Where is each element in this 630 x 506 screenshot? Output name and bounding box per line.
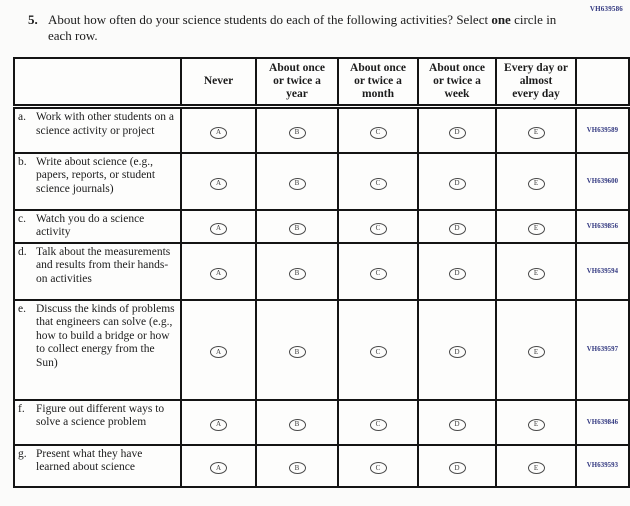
answer-circle-everyday[interactable]: E bbox=[527, 462, 545, 474]
item-code: VH639846 bbox=[575, 398, 630, 446]
answer-circle-week[interactable]: D bbox=[448, 177, 466, 190]
answer-circle-everyday[interactable]: E bbox=[527, 126, 545, 139]
answer-circle-week[interactable]: D bbox=[448, 346, 466, 358]
question-number: 5. bbox=[28, 12, 38, 27]
answer-circle-never[interactable]: A bbox=[210, 346, 227, 358]
answer-circle-year[interactable]: B bbox=[288, 222, 306, 235]
header-once-twice-month: About once or twice a month bbox=[337, 57, 419, 109]
table-row-f: f. Figure out different ways to solve a s… bbox=[13, 398, 630, 446]
answer-circle-everyday[interactable]: E bbox=[527, 418, 545, 431]
answer-circle-week[interactable]: D bbox=[448, 222, 466, 235]
item-code: VH639594 bbox=[575, 241, 630, 301]
answer-circle-never[interactable]: A bbox=[210, 126, 227, 139]
answer-circle-year[interactable]: B bbox=[288, 177, 306, 190]
answer-circle-week[interactable]: D bbox=[448, 418, 466, 431]
answer-circle-year[interactable]: B bbox=[288, 267, 306, 280]
question: 5. About how often do your science stude… bbox=[28, 12, 568, 43]
answer-circle-everyday[interactable]: E bbox=[527, 267, 545, 280]
answer-circle-month[interactable]: C bbox=[369, 346, 387, 358]
header-code-blank bbox=[575, 57, 630, 109]
answer-circle-month[interactable]: C bbox=[369, 126, 387, 139]
table-row-e: e. Discuss the kinds of problems that eng… bbox=[13, 298, 630, 401]
item-letter: d. bbox=[18, 245, 27, 258]
question-bold-word: one bbox=[491, 12, 511, 27]
item-code: VH639589 bbox=[575, 105, 630, 154]
answer-circle-never[interactable]: A bbox=[210, 418, 227, 431]
item-text: Present what they have learned about sci… bbox=[36, 447, 143, 474]
answer-circle-year[interactable]: B bbox=[288, 346, 306, 358]
answer-circle-week[interactable]: D bbox=[448, 126, 466, 139]
answer-circle-week[interactable]: D bbox=[448, 267, 466, 280]
answer-circle-everyday[interactable]: E bbox=[527, 177, 545, 190]
answer-circle-week[interactable]: D bbox=[448, 462, 466, 474]
item-text: Work with other students on a science ac… bbox=[36, 111, 175, 137]
answer-circle-month[interactable]: C bbox=[369, 462, 387, 474]
answer-circle-year[interactable]: B bbox=[288, 462, 306, 474]
header-once-twice-week: About once or twice a week bbox=[417, 57, 497, 109]
item-letter: b. bbox=[18, 155, 27, 168]
item-text: Write about science (e.g., papers, repor… bbox=[36, 155, 156, 195]
header-once-twice-year: About once or twice a year bbox=[255, 57, 339, 109]
item-text: Talk about the measurements and results … bbox=[36, 245, 171, 285]
item-letter: c. bbox=[18, 212, 26, 225]
answer-circle-month[interactable]: C bbox=[369, 177, 387, 190]
header-item-blank bbox=[13, 57, 182, 109]
table-row-b: b. Write about science (e.g., papers, rep… bbox=[13, 151, 630, 211]
answer-circle-month[interactable]: C bbox=[369, 418, 387, 431]
answer-circle-never[interactable]: A bbox=[210, 462, 227, 474]
question-text: About how often do your science students… bbox=[48, 12, 557, 43]
item-code: VH639593 bbox=[575, 443, 630, 488]
item-code: VH639600 bbox=[575, 151, 630, 211]
answer-circle-never[interactable]: A bbox=[210, 267, 227, 280]
table-row-g: g. Present what they have learned about s… bbox=[13, 443, 630, 488]
item-text: Discuss the kinds of problems that engin… bbox=[36, 302, 175, 369]
frequency-matrix-table: Never About once or twice a year About o… bbox=[13, 57, 630, 488]
item-letter: f. bbox=[18, 402, 25, 415]
header-row: Never About once or twice a year About o… bbox=[13, 57, 630, 109]
answer-circle-everyday[interactable]: E bbox=[527, 222, 545, 235]
answer-circle-month[interactable]: C bbox=[369, 267, 387, 280]
table-row-c: c. Watch you do a science activity A B C … bbox=[13, 208, 630, 244]
item-text: Figure out different ways to solve a sci… bbox=[36, 402, 165, 429]
answer-circle-everyday[interactable]: E bbox=[527, 346, 545, 358]
item-letter: a. bbox=[18, 111, 26, 123]
item-letter: g. bbox=[18, 447, 27, 460]
answer-circle-year[interactable]: B bbox=[288, 418, 306, 431]
item-code: VH639856 bbox=[575, 208, 630, 244]
item-text: Watch you do a science activity bbox=[36, 212, 145, 239]
page-code: VH639586 bbox=[589, 5, 623, 13]
answer-circle-month[interactable]: C bbox=[369, 222, 387, 235]
table-row-a: a. Work with other students on a science … bbox=[13, 105, 630, 154]
header-every-day: Every day or almost every day bbox=[495, 57, 577, 109]
answer-circle-never[interactable]: A bbox=[210, 222, 227, 235]
answer-circle-year[interactable]: B bbox=[288, 126, 306, 139]
item-code: VH639597 bbox=[575, 298, 630, 401]
table-row-d: d. Talk about the measurements and result… bbox=[13, 241, 630, 301]
answer-circle-never[interactable]: A bbox=[210, 177, 227, 190]
header-never: Never bbox=[180, 57, 257, 109]
item-letter: e. bbox=[18, 302, 26, 315]
